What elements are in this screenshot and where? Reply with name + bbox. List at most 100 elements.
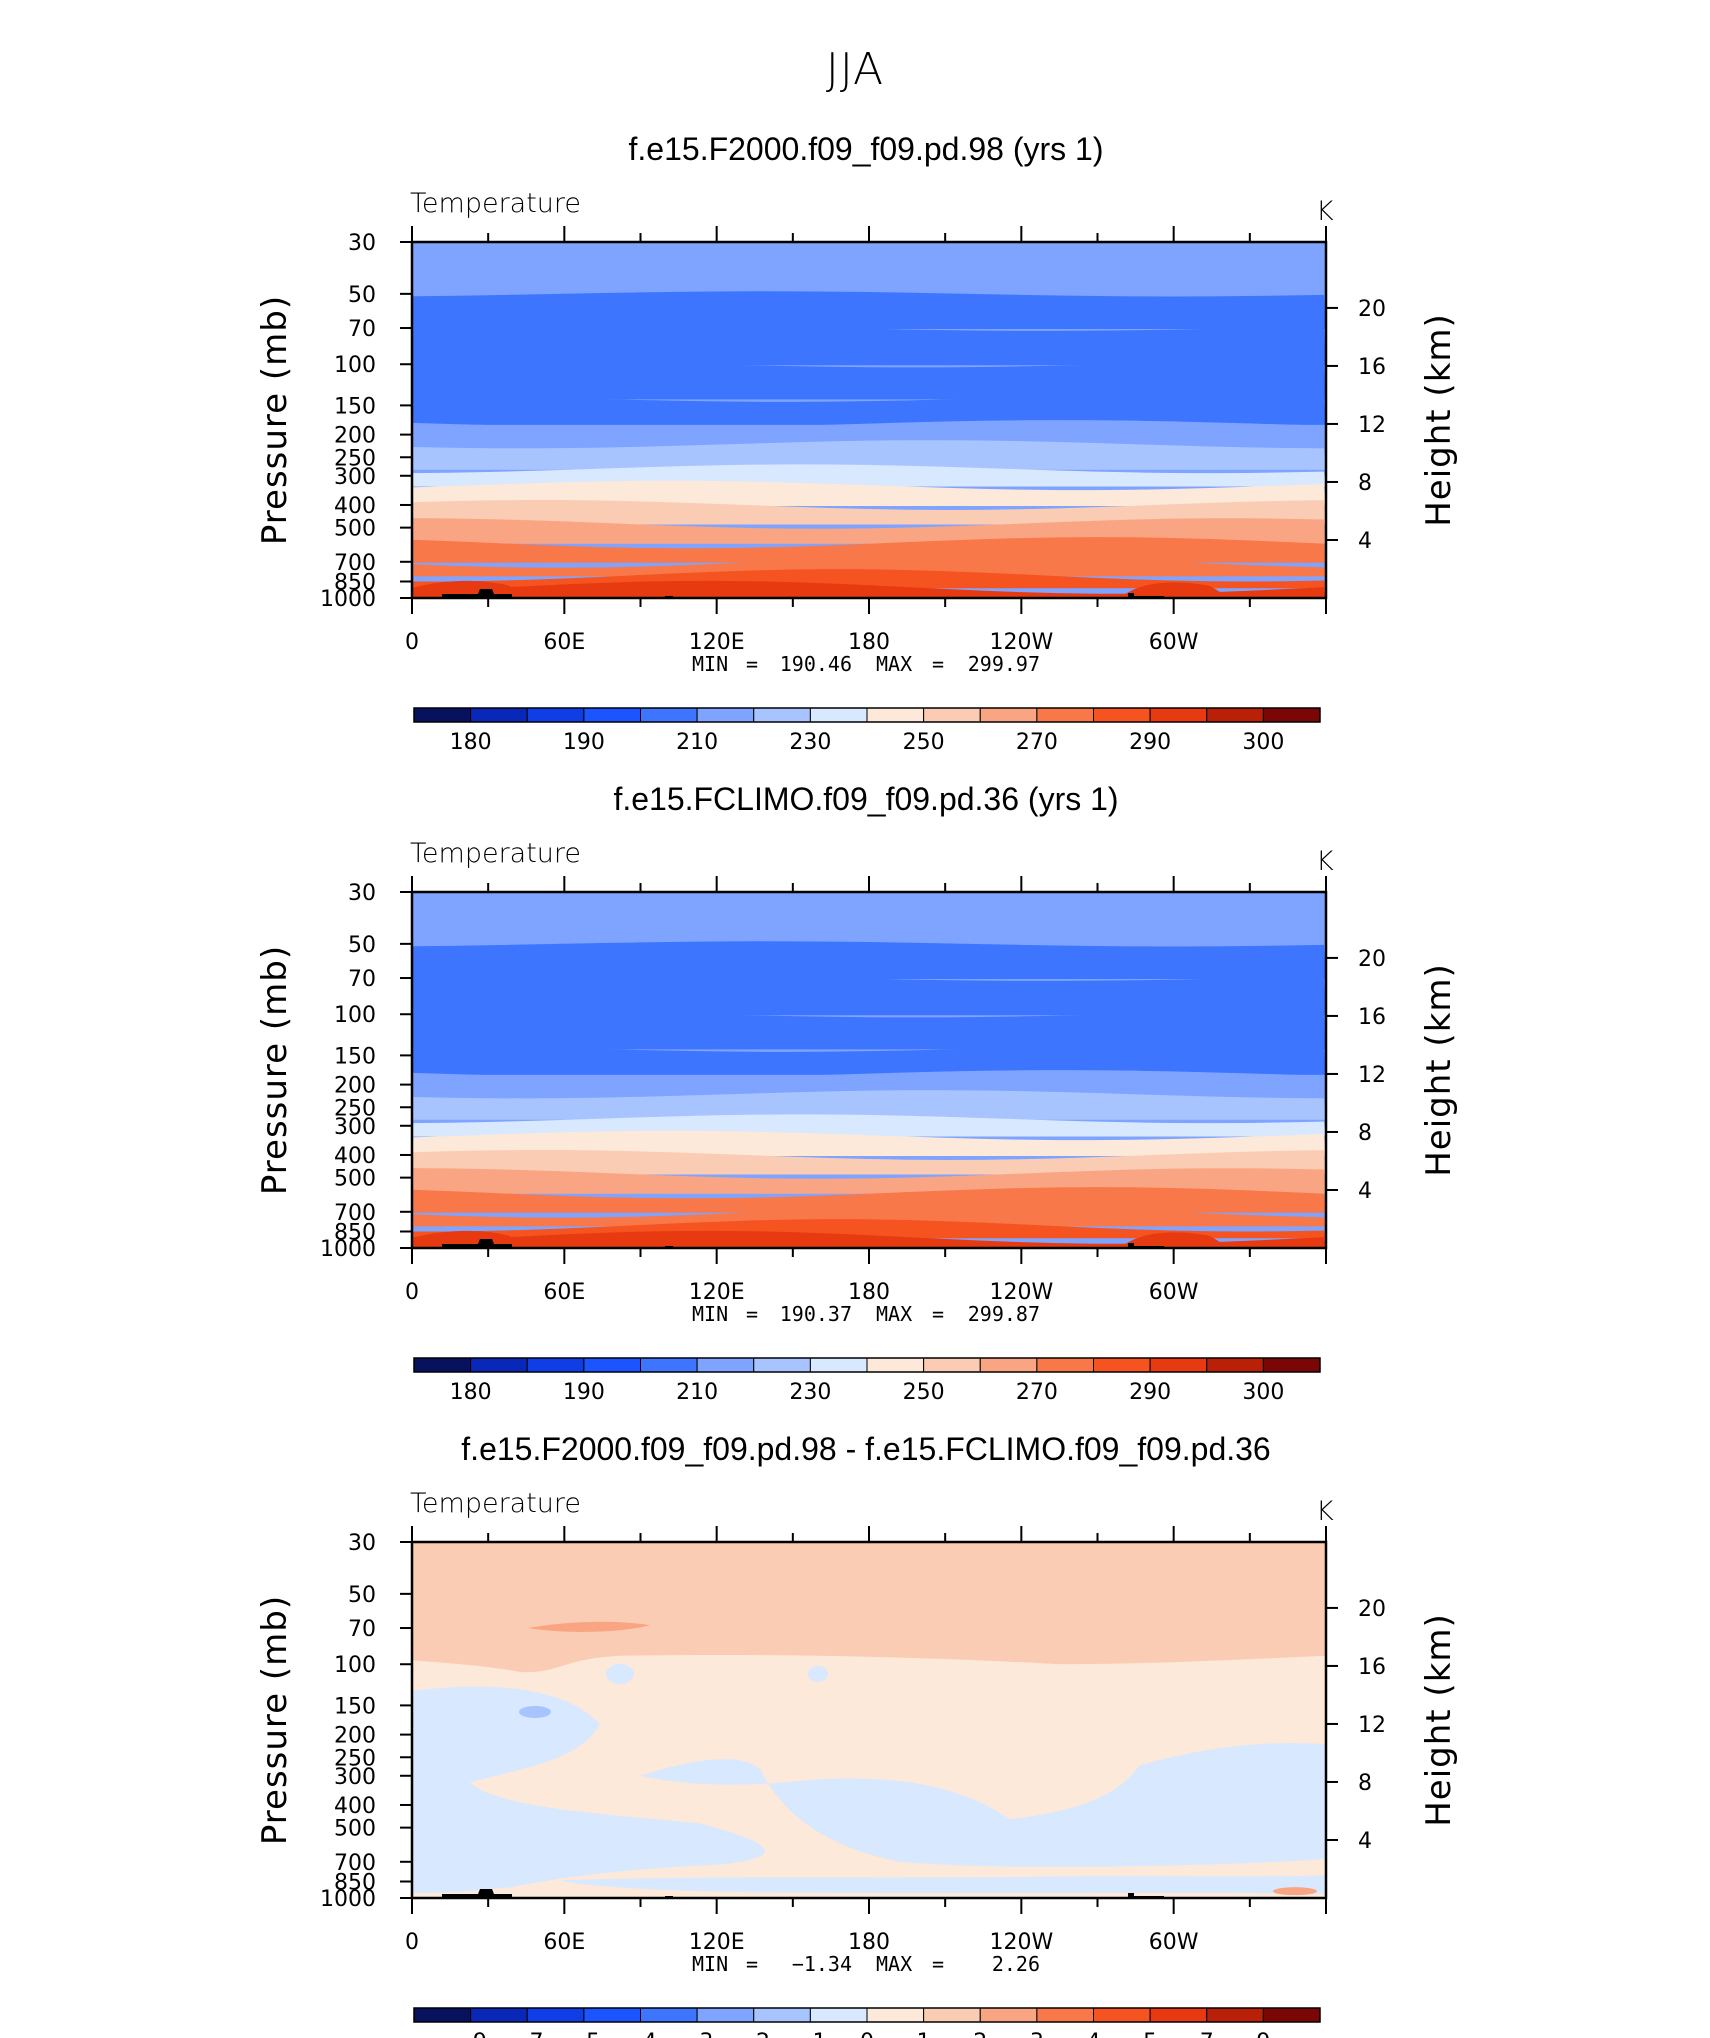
colorbar-swatch [923,1357,981,1373]
field-label: Temperature [410,188,581,219]
colorbar-swatch [470,2007,528,2023]
contour-band [412,291,1326,330]
colorbar-label: 270 [1016,1380,1058,1405]
max-value: 299.87 [968,1302,1040,1326]
colorbar-swatch [809,2007,868,2023]
colorbar-swatch [979,2007,1038,2023]
y-tick-label: 500 [334,517,376,542]
y-tick-label: 700 [334,1201,376,1226]
colorbar-label: 5 [1143,2030,1157,2038]
x-tick-label: 0 [405,630,419,655]
y-tick-label: 300 [334,1765,376,1790]
y-tick-label: 150 [334,1694,376,1719]
colorbar-label: −2 [738,2030,770,2038]
y-tick-label: 30 [348,881,376,906]
x-tick-label: 120W [989,630,1053,655]
y-tick-label: 500 [334,1167,376,1192]
colorbar-swatch [1036,707,1094,723]
colorbar-label: −4 [624,2030,656,2038]
colorbar-swatch [470,707,528,723]
colorbar-label: 190 [563,1380,605,1405]
y-tick-label: 850 [334,571,376,596]
colorbar-label: 230 [789,730,831,755]
max-label: MAX [876,1952,912,1976]
colorbar-label: 0 [860,2030,874,2038]
contour-fill [412,892,1326,1248]
y-tick-label: 700 [334,1851,376,1876]
x-tick-label: 180 [848,1280,890,1305]
y-tick-label: 150 [334,1044,376,1069]
x-tick-label: 120E [689,1930,745,1955]
y-tick-label: 100 [334,1003,376,1028]
colorbar-label: 7 [1200,2030,1214,2038]
colorbar-label: 3 [1030,2030,1044,2038]
colorbar-swatch [1262,1357,1321,1373]
colorbar-label: −1 [794,2030,826,2038]
colorbar-swatch [809,707,868,723]
max-label: MAX [876,1302,912,1326]
colorbar-swatch [470,1357,528,1373]
min-label: MIN [692,652,728,676]
colorbar-label: −3 [681,2030,713,2038]
x-tick-label: 60E [543,630,585,655]
colorbar-swatch [753,707,811,723]
colorbar-label: 300 [1242,1380,1284,1405]
contour-band [412,440,1326,470]
y-tick-label: 150 [334,394,376,419]
y2-tick-label: 12 [1358,1713,1386,1738]
colorbar-label: −5 [568,2030,600,2038]
y-tick-label: 1000 [320,1887,376,1912]
y2-tick-label: 16 [1358,355,1386,380]
contour-band [412,918,1326,945]
colorbar-swatch [866,2007,925,2023]
contour-band [412,268,1326,295]
x-tick-label: 120E [689,630,745,655]
y-tick-label: 200 [334,1074,376,1099]
min-label: MIN [692,1302,728,1326]
colorbar: 180 190 210 230 250 270 290 300 [413,1357,1321,1405]
y-tick-label: 1000 [320,587,376,612]
contour-band [519,1705,551,1718]
y-tick-label: 250 [334,1746,376,1771]
contour-band [412,500,1326,525]
colorbar-label: −7 [511,2030,543,2038]
x-tick-label: 0 [405,1280,419,1305]
contour-band [1273,1887,1317,1896]
colorbar-swatch [640,1357,698,1373]
max-equals: = [932,1952,944,1976]
units-label: K [1316,1496,1334,1527]
colorbar-label: 4 [1087,2030,1101,2038]
y2-axis-title: Height (km) [1419,963,1459,1177]
contour-band [412,1090,1326,1120]
min-value: 190.37 [780,1302,852,1326]
terrain [442,589,512,598]
colorbar-swatch [413,1357,472,1373]
colorbar-label: 190 [563,730,605,755]
colorbar-frame [413,707,1321,723]
x-tick-label: 0 [405,1930,419,1955]
colorbar-swatch [640,707,698,723]
contour-band [412,480,1326,506]
colorbar-label: 250 [903,1380,945,1405]
contour-band [560,1875,1326,1894]
colorbar-label: 1 [917,2030,931,2038]
x-tick-label: 60E [543,1280,585,1305]
max-value: 299.97 [968,652,1040,676]
min-equals: = [746,1952,758,1976]
field-label: Temperature [410,838,581,869]
colorbar-swatch [1093,2007,1151,2023]
panel-title: f.e15.F2000.f09_f09.pd.98 (yrs 1) [629,131,1104,167]
y-tick-label: 400 [334,494,376,519]
panel-2: f.e15.FCLIMO.f09_f09.pd.36 (yrs 1) Temper… [255,781,1459,1405]
y-tick-label: 700 [334,551,376,576]
colorbar-swatch [526,1357,585,1373]
y-tick-label: 70 [348,317,376,342]
colorbar-swatch [583,2007,641,2023]
colorbar-label: 210 [676,730,718,755]
contour-band [412,361,1326,400]
x-tick-label: 120W [989,1280,1053,1305]
y-tick-label: 1000 [320,1237,376,1262]
contour-band [412,242,1326,273]
contour-band [412,1205,1326,1227]
y-tick-label: 100 [334,353,376,378]
